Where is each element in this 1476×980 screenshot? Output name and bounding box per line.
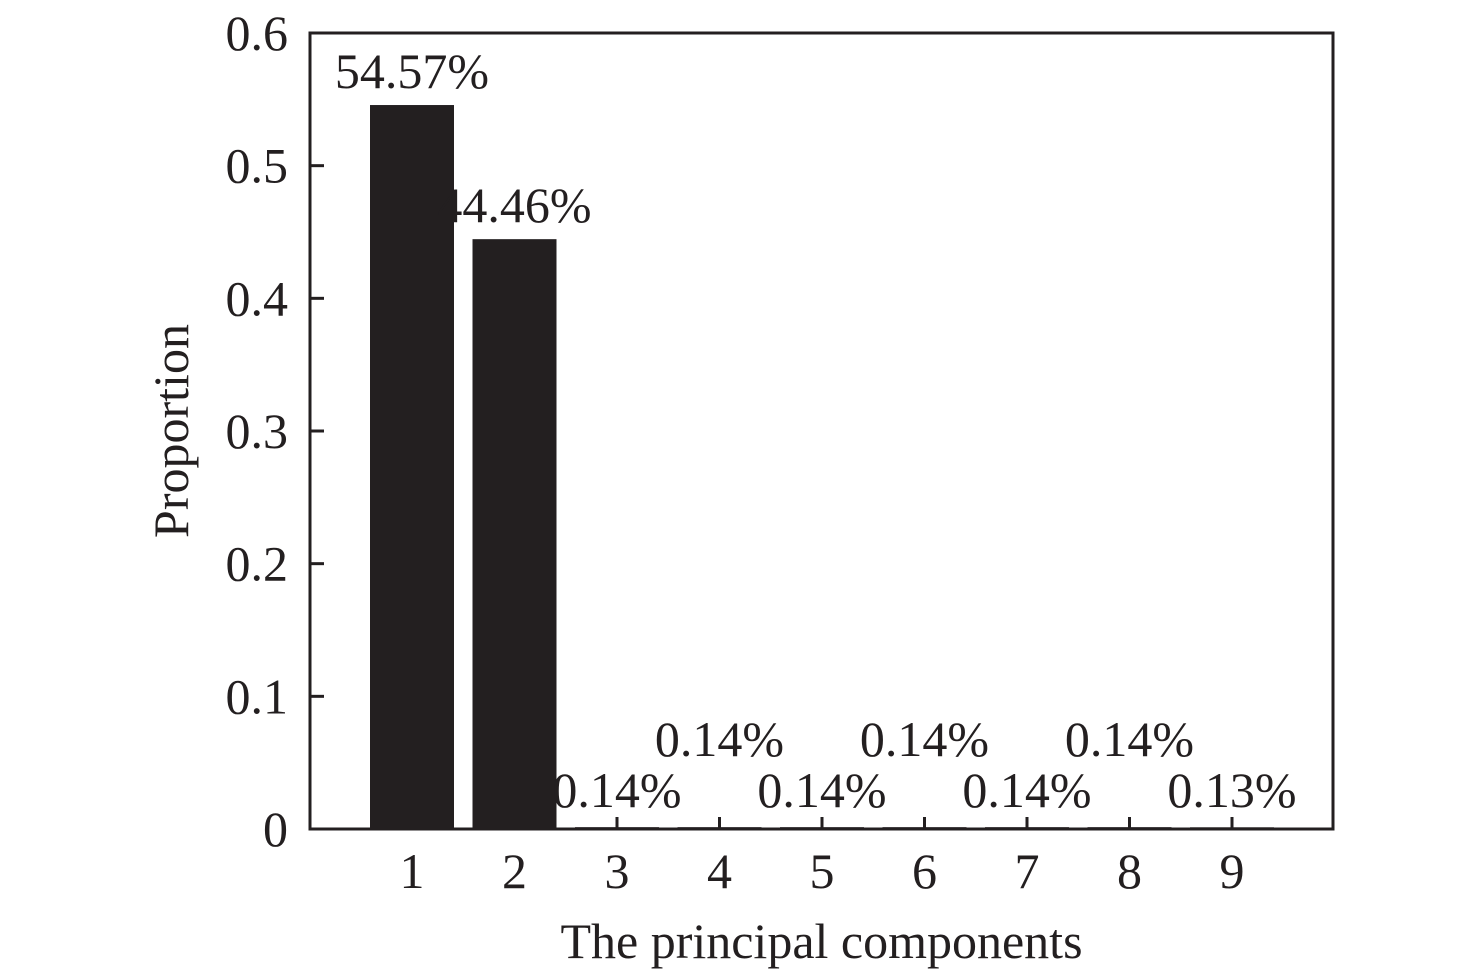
data-label: 44.46% bbox=[437, 177, 591, 233]
y-tick-label: 0.3 bbox=[226, 403, 289, 459]
x-tick-label: 5 bbox=[810, 843, 835, 899]
x-tick-label: 4 bbox=[707, 843, 732, 899]
bars-group bbox=[370, 105, 1274, 829]
x-tick-label: 3 bbox=[605, 843, 630, 899]
y-tick-label: 0.5 bbox=[226, 138, 289, 194]
data-label: 54.57% bbox=[335, 43, 489, 99]
y-axis-label: Proportion bbox=[143, 324, 199, 538]
plot-frame bbox=[308, 31, 1335, 831]
x-tick-label: 1 bbox=[400, 843, 425, 899]
data-labels-group: 54.57%44.46%0.14%0.14%0.14%0.14%0.14%0.1… bbox=[335, 43, 1297, 818]
data-label: 0.14% bbox=[860, 711, 989, 767]
x-tick-label: 8 bbox=[1117, 843, 1142, 899]
data-label: 0.14% bbox=[655, 711, 784, 767]
y-tick-label: 0 bbox=[263, 801, 288, 857]
x-tick-label: 9 bbox=[1220, 843, 1245, 899]
bar bbox=[370, 105, 454, 829]
x-tick-label: 6 bbox=[912, 843, 937, 899]
y-tick-label: 0.6 bbox=[226, 5, 289, 61]
x-axis-label: The principal components bbox=[560, 913, 1082, 969]
data-label: 0.14% bbox=[1065, 711, 1194, 767]
data-label: 0.14% bbox=[962, 762, 1091, 818]
y-tick-label: 0.4 bbox=[226, 270, 289, 326]
x-tick-label: 7 bbox=[1015, 843, 1040, 899]
y-tick-label: 0.2 bbox=[226, 536, 289, 592]
bar bbox=[472, 239, 557, 829]
x-tick-label: 2 bbox=[502, 843, 527, 899]
data-label: 0.14% bbox=[552, 762, 681, 818]
data-label: 0.13% bbox=[1167, 762, 1296, 818]
y-tick-label: 0.1 bbox=[226, 668, 289, 724]
data-label: 0.14% bbox=[757, 762, 886, 818]
y-axis: 0 0.1 0.2 0.3 0.4 0.5 0.6 bbox=[226, 5, 324, 857]
x-axis: 1 2 3 4 5 6 7 8 9 bbox=[400, 817, 1245, 899]
